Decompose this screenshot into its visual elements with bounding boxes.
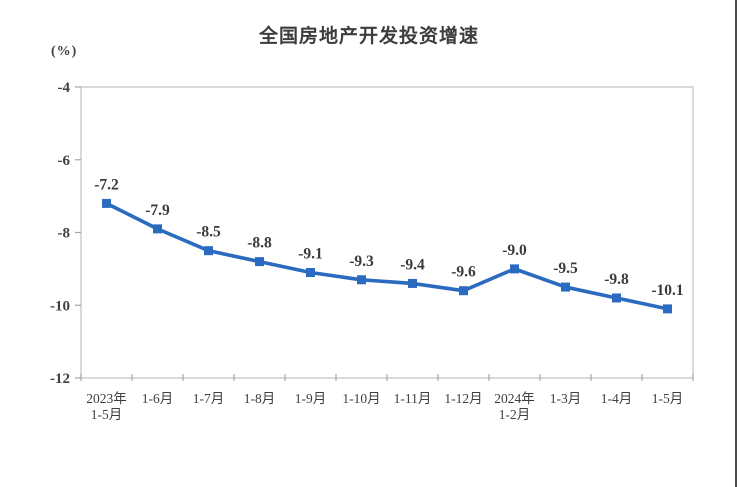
data-point-marker [663,304,672,314]
data-point-label: -7.2 [94,176,119,193]
data-point-marker [561,282,570,292]
data-point-label: -9.6 [451,264,476,281]
data-point-marker [204,246,213,256]
data-point-label: -9.0 [502,242,527,259]
x-axis-category-label: 1-8月 [244,391,276,406]
data-point-marker [306,268,315,278]
plot-border [80,86,694,379]
x-axis-category-label: 1-5月 [652,391,684,406]
data-point-marker [153,224,162,234]
x-axis-category-label: 2023年 [86,391,127,406]
x-axis-category-label: 1-4月 [601,391,633,406]
x-axis-category-label: 1-5月 [91,407,123,422]
data-point-marker [612,293,621,303]
chart-title: 全国房地产开发投资增速 [258,26,479,47]
x-axis-category-label: 2024年 [494,391,535,406]
x-axis-category-label: 1-9月 [295,391,327,406]
data-point-label: -9.8 [604,271,629,288]
data-point-label: -9.4 [400,256,425,273]
page-right-edge-divider [735,0,737,487]
y-axis-tick-label: -12 [50,371,70,387]
x-axis-category-label: 1-10月 [342,391,380,406]
y-axis-tick-label: -8 [58,226,71,242]
y-axis-unit-label: (%) [51,44,78,59]
x-axis-category-label: 1-6月 [142,391,174,406]
y-axis-tick-label: -10 [50,298,70,314]
x-axis-category-label: 1-12月 [444,391,482,406]
data-point-marker [408,278,417,288]
data-point-label: -7.9 [145,202,170,219]
data-point-label: -9.5 [553,260,578,277]
x-axis-category-label: 1-3月 [550,391,582,406]
data-point-label: -8.5 [196,224,221,241]
x-axis-category-label: 1-11月 [394,391,432,406]
data-point-label: -9.1 [298,246,323,263]
y-axis-tick-label: -6 [58,153,71,169]
data-line [104,201,670,311]
data-point-marker [255,257,264,267]
x-axis-category-label: 1-7月 [193,391,225,406]
data-point-marker [459,286,468,296]
data-point-marker [102,198,111,208]
x-axis-category-label: 1-2月 [499,407,531,422]
data-point-marker [510,264,519,274]
data-point-label: -10.1 [651,282,683,299]
y-axis-tick-label: -4 [58,80,71,96]
data-point-label: -8.8 [247,235,272,252]
data-point-label: -9.3 [349,253,374,270]
data-point-marker [357,275,366,285]
